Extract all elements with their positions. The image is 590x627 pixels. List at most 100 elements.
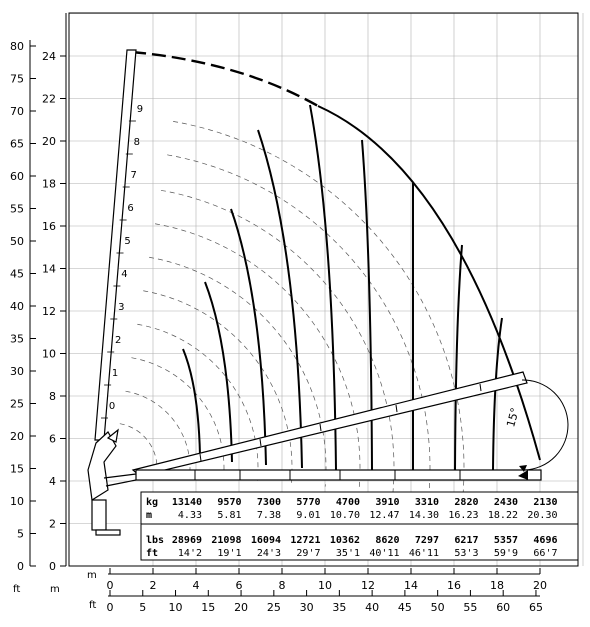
table-cell-ft: 29'7: [296, 548, 320, 559]
x-ft-tick-label: 25: [267, 601, 281, 614]
radius-arc: [167, 154, 431, 496]
x-ft-tick-label: 40: [365, 601, 379, 614]
horizontal-boom: [135, 469, 542, 481]
table-cell-ft: 19'1: [217, 548, 241, 559]
x-ft-tick-label: 55: [463, 601, 477, 614]
x-m-tick-label: 12: [361, 579, 375, 592]
x-m-tick-label: 4: [193, 579, 200, 592]
x-m-tick-label: 20: [533, 579, 547, 592]
y-m-tick-label: 4: [49, 475, 56, 488]
y-ft-tick-label: 15: [10, 463, 24, 476]
load-curves: [182, 104, 503, 471]
y-ft-tick-label: 65: [10, 138, 24, 151]
y-axis-ft: 0 5 10 15 20 25 30 35 40 45 50 55 60 65 70 75 80: [10, 40, 36, 573]
table-m-label: m: [146, 510, 152, 521]
table-cell-ft: 66'7: [533, 548, 557, 559]
boom-section-label: 1: [112, 368, 118, 379]
x-ft-tick-label: 20: [234, 601, 248, 614]
y-ft-tick-label: 20: [10, 430, 24, 443]
table-cell-lbs: 6217: [454, 535, 478, 546]
y-ft-tick-label: 40: [10, 300, 24, 313]
x-ft-tick-label: 5: [139, 601, 146, 614]
table-cell-kg: 5770: [296, 497, 320, 508]
table-cell-lbs: 10362: [330, 535, 360, 546]
y-ft-tick-label: 80: [10, 40, 24, 53]
boom-section-label: 2: [115, 335, 121, 346]
table-cell-kg: 3910: [375, 497, 399, 508]
y-m-tick-label: 6: [49, 433, 56, 446]
x-ft-tick-label: 0: [107, 601, 114, 614]
table-cell-kg: 2820: [454, 497, 478, 508]
radius-arc: [173, 121, 465, 499]
table-cell-lbs: 7297: [415, 535, 439, 546]
y-m-tick-label: 18: [42, 178, 56, 191]
x-ft-tick-label: 60: [496, 601, 510, 614]
y-ft-tick-label: 35: [10, 333, 24, 346]
table-cell-kg: 4700: [336, 497, 360, 508]
y-m-tick-label: 10: [42, 348, 56, 361]
table-cell-lbs: 21098: [211, 535, 241, 546]
x-m-tick-label: 6: [236, 579, 243, 592]
boom-section-label: 0: [109, 401, 115, 412]
y-ft-tick-label: 30: [10, 365, 24, 378]
extended-boom: [131, 371, 528, 477]
load-curve: [182, 348, 201, 456]
boom-section-label: 6: [127, 203, 133, 214]
table-cell-lbs: 8620: [375, 535, 399, 546]
table-cell-kg: 2430: [494, 497, 518, 508]
y-m-tick-label: 12: [42, 305, 56, 318]
table-cell-kg: 13140: [172, 497, 202, 508]
x-ft-tick-label: 45: [398, 601, 412, 614]
boom-section-label: 7: [131, 170, 137, 181]
table-cell-ft: 53'3: [454, 548, 478, 559]
grid: [69, 13, 584, 566]
x-ft-tick-label: 30: [300, 601, 314, 614]
load-curve: [454, 244, 463, 471]
vertical-boom: 0 1 2 3 4 5 6 7 8 9: [94, 49, 143, 441]
table-kg-label: kg: [146, 497, 158, 508]
table-cell-m: 10.70: [330, 510, 360, 521]
table-lbs-label: lbs: [146, 535, 164, 546]
y-m-tick-label: 14: [42, 263, 56, 276]
y-ft-tick-label: 5: [17, 528, 24, 541]
table-cell-kg: 2130: [533, 497, 557, 508]
x-ft-tick-label: 35: [332, 601, 346, 614]
x-m-tick-label: 18: [490, 579, 504, 592]
load-curve: [204, 281, 233, 463]
y-ft-tick-label: 70: [10, 105, 24, 118]
table-cell-m: 4.33: [178, 510, 202, 521]
x-m-tick-label: 10: [318, 579, 332, 592]
load-table: kg m lbs ft 13140 9570 7300 5770 4700 3910 331…: [140, 491, 579, 561]
y-m-tick-label: 22: [42, 93, 56, 106]
y-m-tick-label: 24: [42, 50, 56, 63]
table-cell-m: 18.22: [488, 510, 518, 521]
x-m-unit: m: [87, 570, 97, 581]
table-cell-ft: 46'11: [409, 548, 439, 559]
y-m-tick-label: 0: [49, 560, 56, 573]
table-cell-m: 5.81: [217, 510, 241, 521]
outer-envelope-dashed: [131, 50, 319, 108]
table-cell-kg: 7300: [257, 497, 281, 508]
y-m-tick-label: 8: [49, 390, 56, 403]
y-ft-tick-label: 0: [17, 560, 24, 573]
x-m-tick-label: 14: [404, 579, 418, 592]
table-cell-m: 20.30: [527, 510, 557, 521]
y-ft-tick-label: 45: [10, 268, 24, 281]
boom-section-label: 3: [118, 302, 124, 313]
x-axis-ft: 0 5 10 15 20 25 30 35 40 45 50 55 60 65: [107, 590, 543, 614]
load-curve: [230, 208, 267, 466]
y-m-tick-label: 2: [49, 518, 56, 531]
table-cell-lbs: 4696: [533, 535, 557, 546]
x-axis-m: 0 2 4 6 8 10 12 14 16 18 20: [107, 568, 547, 592]
table-cell-m: 7.38: [257, 510, 281, 521]
table-cell-ft: 40'11: [369, 548, 399, 559]
y-m-tick-label: 20: [42, 135, 56, 148]
table-cell-m: 9.01: [296, 510, 320, 521]
table-cell-lbs: 5357: [494, 535, 518, 546]
table-cell-ft: 59'9: [494, 548, 518, 559]
radius-arc: [137, 323, 259, 481]
y-ft-tick-label: 60: [10, 170, 24, 183]
